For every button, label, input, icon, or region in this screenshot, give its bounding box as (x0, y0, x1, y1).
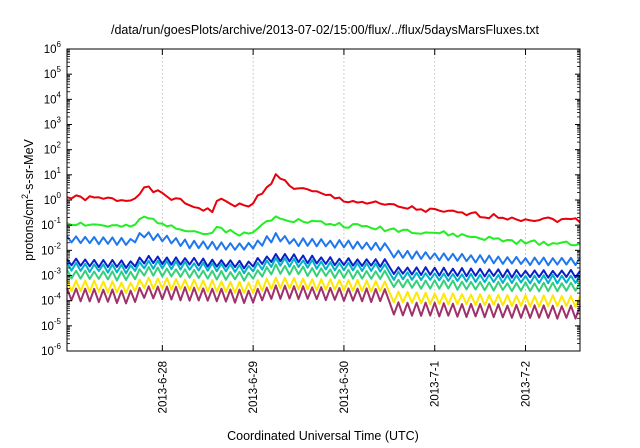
y-tick-exponent: 2 (57, 141, 62, 150)
y-tick-base: 10 (44, 145, 57, 157)
y-tick-label: 10-2 (41, 241, 61, 257)
ticks (67, 48, 580, 352)
y-tick-label: 105 (44, 65, 62, 81)
x-tick-label: 2013-6-28 (157, 361, 169, 413)
y-tick-base: 10 (44, 69, 57, 81)
y-tick-exponent: -5 (54, 317, 62, 326)
y-tick-base: 10 (44, 120, 57, 132)
y-tick-exponent: -4 (54, 292, 62, 301)
y-tick-exponent: 5 (57, 65, 62, 74)
x-tick-label: 2013-7-1 (430, 361, 442, 407)
y-tick-labels: 10-610-510-410-310-210-11001011021031041… (41, 40, 61, 358)
x-tick-label: 2013-6-30 (339, 361, 351, 413)
x-tick-labels: 2013-6-28 2013-6-29 2013-6-30 2013-7-1 2013-… (157, 361, 532, 413)
series-line-4 (66, 253, 581, 279)
y-tick-base: 10 (41, 296, 54, 308)
x-tick-label: 2013-7-2 (521, 361, 533, 407)
y-tick-label: 10-3 (41, 267, 61, 283)
y-tick-label: 10-1 (41, 216, 61, 232)
y-tick-label: 101 (44, 166, 62, 182)
series-line-7 (66, 276, 581, 308)
x-axis-label: Coordinated Universal Time (UTC) (227, 429, 419, 443)
series-layer (66, 173, 581, 320)
y-axis-label-sup: 2 (20, 194, 30, 199)
y-tick-label: 10-4 (41, 292, 61, 308)
x-tick-label: 2013-6-29 (248, 361, 260, 413)
series-line-5 (66, 257, 581, 285)
y-tick-exponent: 6 (57, 40, 62, 49)
y-tick-label: 100 (44, 191, 62, 207)
y-axis-label: protons/cm2-s-sr-MeV (20, 138, 36, 260)
y-tick-base: 10 (44, 44, 57, 56)
y-tick-label: 103 (44, 116, 62, 132)
y-axis-label-base: protons/cm (22, 199, 36, 261)
y-tick-base: 10 (41, 220, 54, 232)
y-tick-base: 10 (44, 195, 57, 207)
y-tick-exponent: -1 (54, 216, 62, 225)
series-line-2 (66, 215, 581, 247)
series-line-3 (66, 231, 581, 267)
series-line-6 (66, 263, 581, 293)
y-tick-label: 106 (44, 40, 62, 56)
y-tick-base: 10 (44, 170, 57, 182)
y-tick-base: 10 (41, 346, 54, 358)
y-tick-label: 102 (44, 141, 62, 157)
y-tick-base: 10 (41, 245, 54, 257)
chart-title: /data/run/goesPlots/archive/2013-07-02/1… (111, 23, 540, 37)
y-tick-exponent: 4 (57, 90, 62, 99)
y-tick-base: 10 (41, 321, 54, 333)
y-tick-exponent: 3 (57, 116, 62, 125)
y-tick-exponent: -3 (54, 267, 62, 276)
y-tick-label: 104 (44, 90, 62, 106)
y-tick-exponent: 0 (57, 191, 62, 200)
y-axis-label-rest: -s-sr-MeV (22, 138, 36, 194)
y-tick-exponent: -6 (54, 342, 62, 351)
y-tick-base: 10 (41, 271, 54, 283)
y-tick-label: 10-6 (41, 342, 61, 358)
y-tick-label: 10-5 (41, 317, 61, 333)
y-tick-exponent: 1 (57, 166, 62, 175)
y-tick-base: 10 (44, 94, 57, 106)
y-tick-exponent: -2 (54, 241, 62, 250)
series-line-8 (66, 284, 581, 320)
series-line-1 (66, 173, 581, 224)
